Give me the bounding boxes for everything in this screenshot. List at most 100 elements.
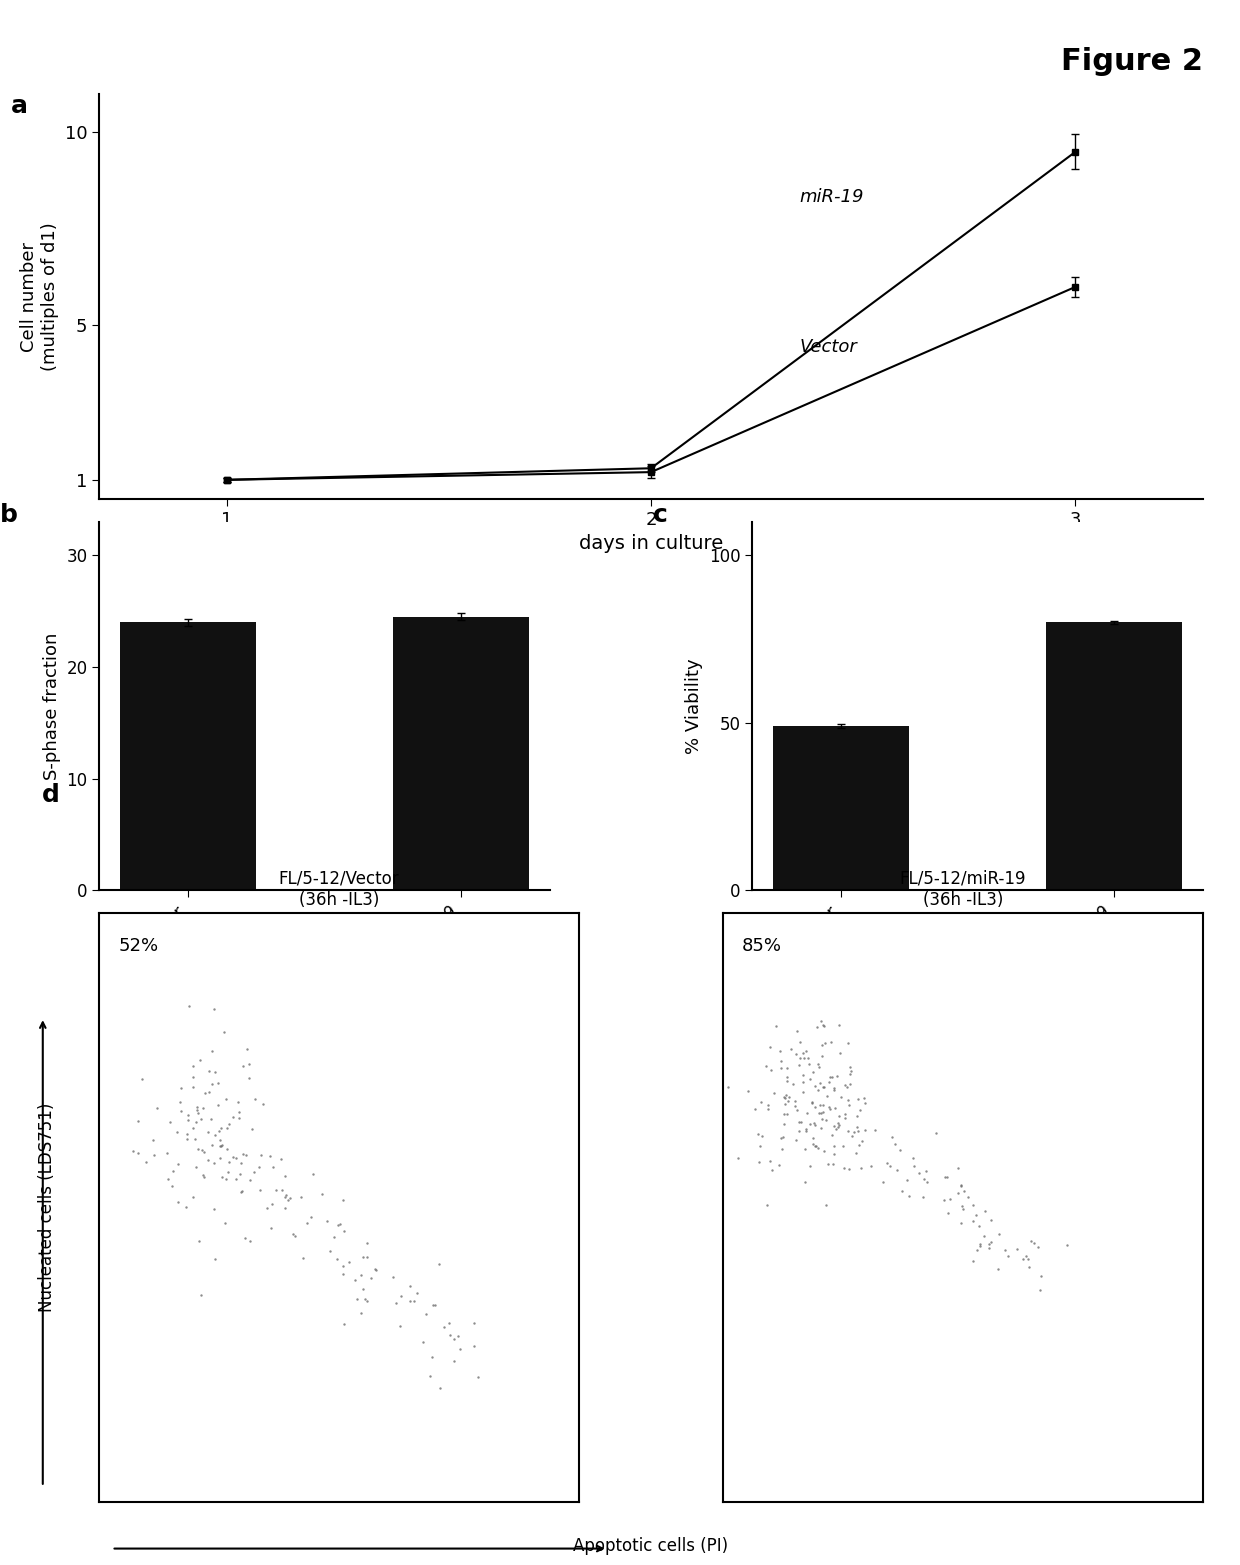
Point [785,1088,805,1113]
Point [802,1089,822,1114]
Point [916,1158,936,1183]
Point [826,1096,846,1121]
Point [728,1146,748,1171]
Point [167,1121,187,1146]
Point [191,1282,211,1307]
Point [169,1152,188,1177]
Point [828,1114,848,1139]
Point [334,1311,353,1337]
Y-axis label: Cell number
(multiples of d1): Cell number (multiples of d1) [20,222,60,371]
Point [226,1167,246,1193]
Point [422,1344,441,1369]
Point [813,1075,833,1100]
Point [210,1146,229,1171]
Point [795,1169,815,1194]
Point [970,1213,990,1238]
Point [815,1030,835,1055]
Point [1018,1254,1038,1279]
Point [216,1166,236,1191]
Point [839,1092,859,1117]
Point [420,1363,440,1388]
Point [192,1163,212,1188]
Point [758,1092,777,1117]
Point [826,1116,846,1141]
Point [926,1121,946,1146]
Point [970,1232,990,1257]
Point [1013,1247,1033,1272]
Point [812,1075,832,1100]
Point [808,1078,828,1103]
Point [423,1293,443,1318]
Point [320,1238,340,1263]
Text: Vector: Vector [800,338,857,357]
Point [808,1100,828,1125]
Point [239,1052,259,1077]
Point [760,1034,780,1060]
Point [357,1244,377,1269]
Point [841,1055,861,1080]
Point [257,1196,277,1221]
Point [159,1166,179,1191]
Point [179,1102,198,1127]
Point [777,1056,797,1081]
Point [808,1052,828,1077]
Text: miR-19: miR-19 [800,188,864,207]
Point [796,1100,816,1125]
Point [205,1197,224,1222]
Point [229,1161,249,1186]
Text: Nucleated cells (LDS751): Nucleated cells (LDS751) [38,1103,56,1313]
Text: d: d [42,784,60,808]
Point [836,1105,856,1130]
Point [399,1274,419,1299]
Point [813,1013,833,1038]
Point [190,1047,210,1072]
Point [751,1089,771,1114]
Point [330,1211,350,1236]
Point [440,1322,460,1347]
Point [270,1147,290,1172]
Point [760,1149,780,1174]
Point [794,1063,813,1088]
Point [195,1080,215,1105]
Point [988,1222,1008,1247]
Point [351,1263,371,1288]
Point [988,1257,1008,1282]
Point [804,1125,823,1150]
Point [952,1196,972,1221]
Point [211,1133,231,1158]
Point [794,1045,813,1070]
Point [842,1124,862,1149]
Point [262,1214,281,1239]
Point [361,1266,381,1291]
Point [144,1142,164,1167]
Point [882,1124,901,1149]
Point [786,1041,806,1066]
Point [897,1167,916,1193]
Point [203,1150,223,1175]
Bar [773,726,909,890]
Point [250,1178,270,1203]
Point [260,1144,280,1169]
Y-axis label: % Viability: % Viability [686,659,703,754]
Point [187,1097,207,1122]
Point [996,1236,1016,1261]
Point [847,1114,867,1139]
Bar [120,623,257,890]
Point [825,1142,844,1167]
Point [771,1125,791,1150]
Point [789,1119,808,1144]
Point [817,1152,837,1177]
Point [143,1128,162,1153]
Point [825,1133,844,1158]
Point [236,1225,255,1250]
Point [861,1153,880,1178]
Point [229,1100,249,1125]
Point [963,1193,983,1218]
Point [429,1252,449,1277]
Text: c: c [653,504,668,527]
Point [249,1155,269,1180]
Point [822,1122,842,1147]
Point [800,1052,820,1077]
Point [963,1247,983,1272]
Point [278,1188,298,1213]
